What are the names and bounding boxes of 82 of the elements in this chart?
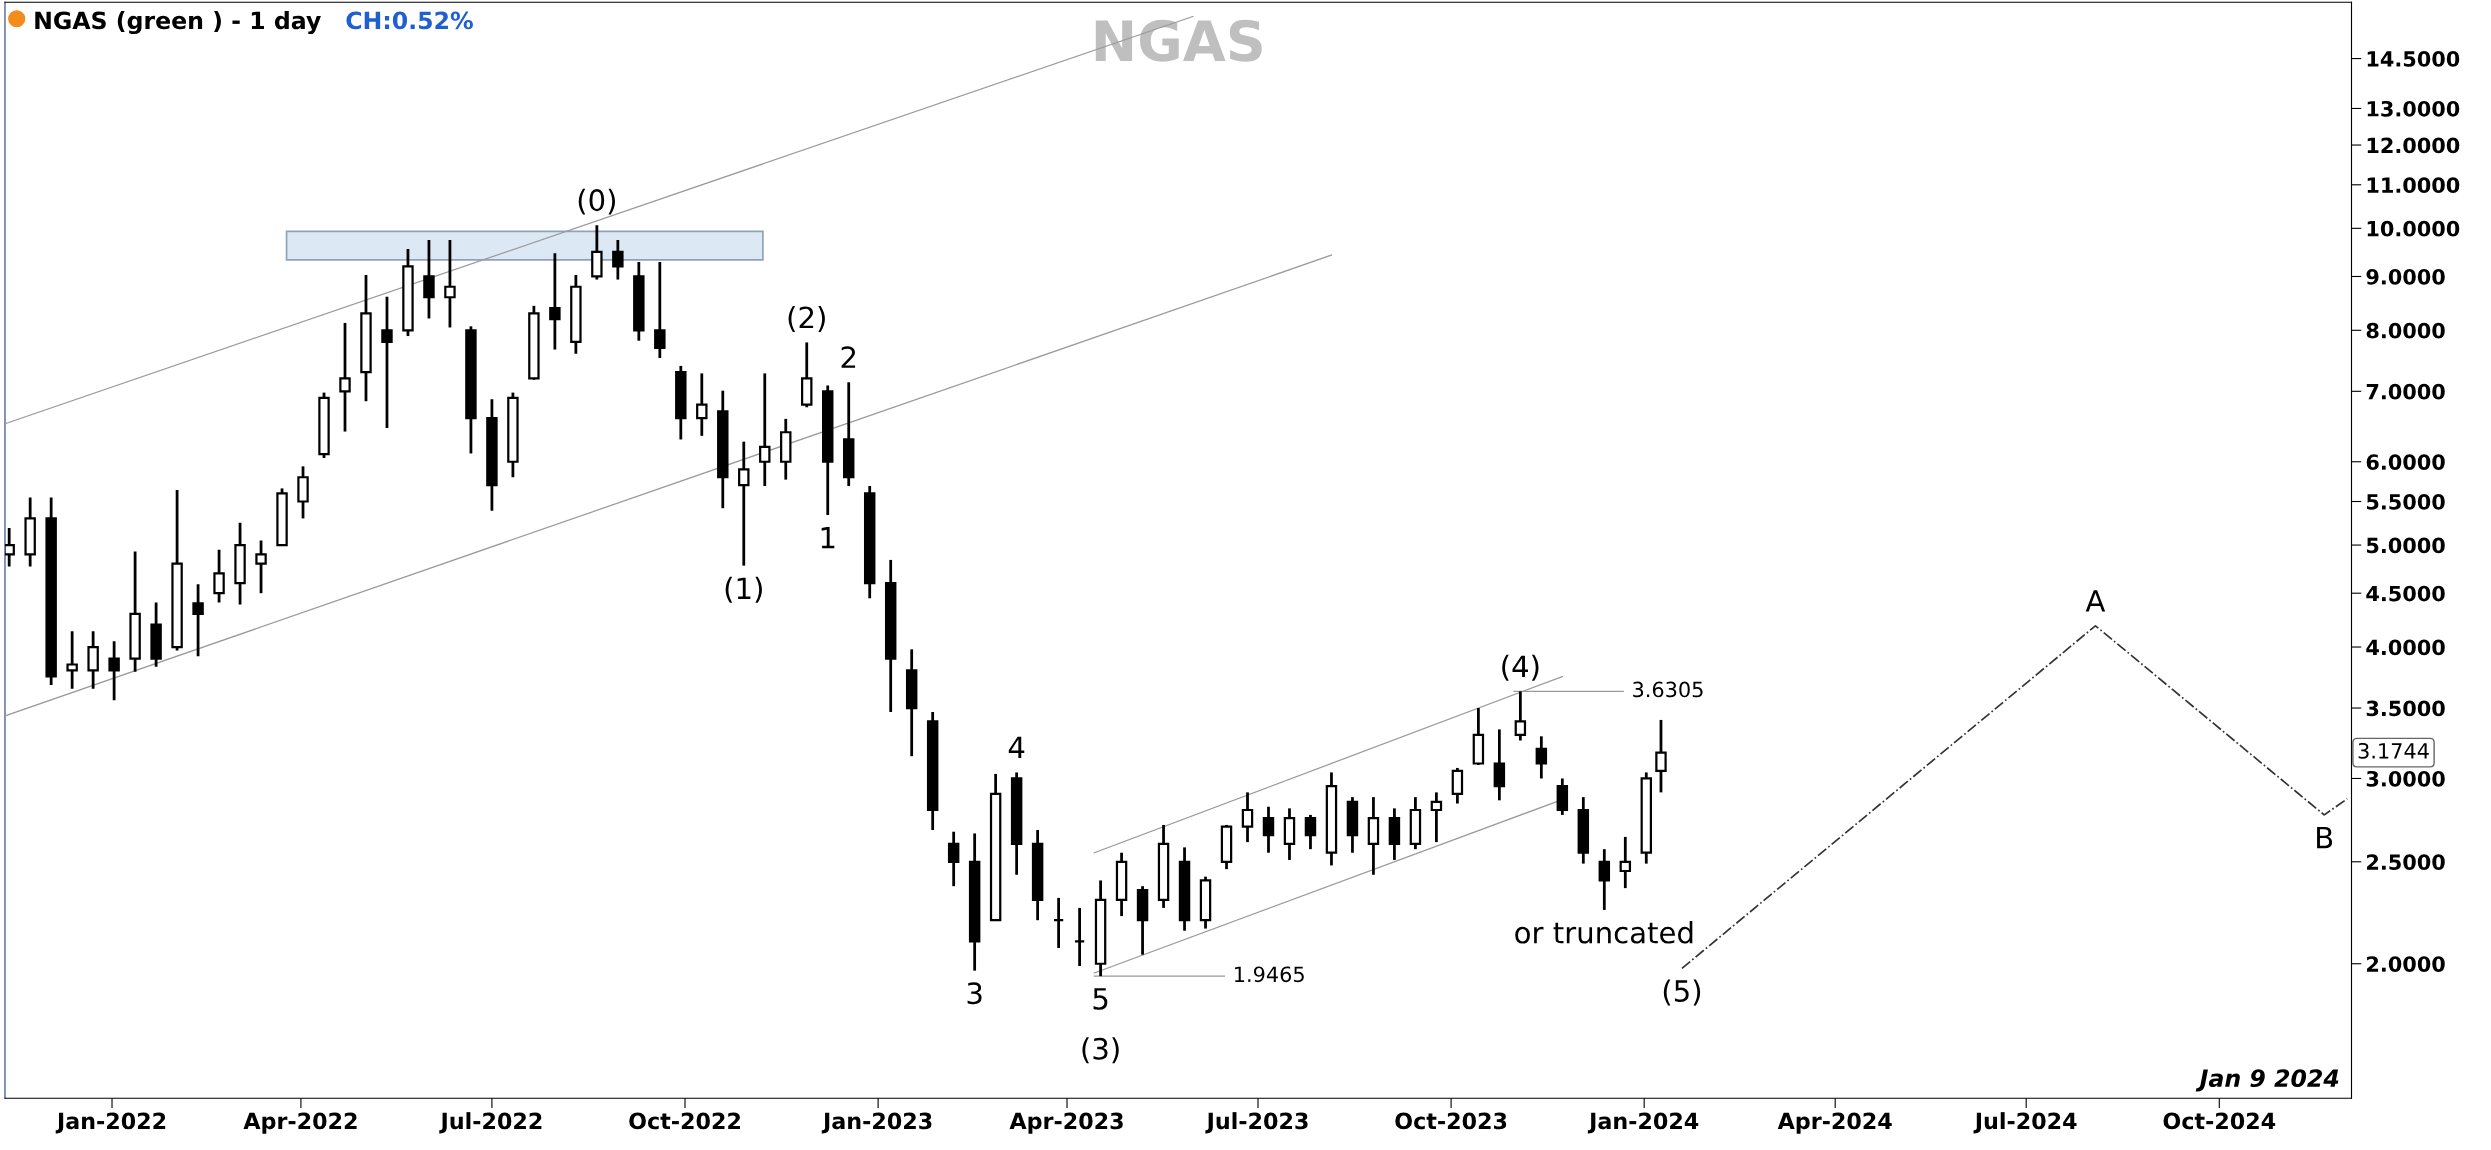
y-tick-label: 10.0000: [2367, 220, 2460, 237]
annotation: (0): [578, 188, 616, 215]
x-tick-label: Jul-2022: [439, 1112, 542, 1134]
annotation: 1.9465: [1235, 966, 1304, 983]
y-tick-label: 7.0000: [2366, 383, 2445, 400]
chart-title: NGAS: [1095, 19, 1262, 62]
annotation: 3.6305: [1633, 681, 1703, 698]
y-tick-label: 2.0000: [2367, 956, 2445, 972]
x-tick-label: Jan-2024: [1587, 1112, 1699, 1134]
candlestick: [1241, 791, 1254, 844]
annotation: (2): [788, 305, 825, 332]
candlestick: [4, 526, 15, 568]
y-tick-label: 5.5000: [2367, 493, 2445, 510]
x-tick-label: Oct-2023: [1395, 1112, 1507, 1130]
y-tick-label: 3.0000: [2366, 770, 2445, 787]
x-tick-label: Apr-2024: [1777, 1112, 1892, 1134]
y-tick-label: 5.0000: [2367, 537, 2445, 554]
candlestick: [1619, 835, 1632, 890]
candlestick: [192, 582, 204, 658]
annotation: (1): [725, 576, 762, 603]
y-tick-label: 13.0000: [2367, 100, 2460, 117]
x-tick-label: Jan-2022: [55, 1112, 166, 1134]
annotation: 1: [821, 527, 835, 549]
candlestick: [213, 548, 225, 604]
candlestick: [738, 440, 750, 568]
candlestick: [108, 639, 120, 702]
y-tick-label: 2.5000: [2367, 854, 2445, 870]
y-tick-label: 3.5000: [2366, 700, 2445, 717]
y-tick-label: 6.0000: [2366, 454, 2445, 470]
annotation: (3): [1082, 1037, 1119, 1064]
y-tick-label: 11.0000: [2367, 177, 2460, 193]
x-tick-label: Oct-2024: [2163, 1112, 2276, 1130]
annotation: A: [2085, 590, 2106, 612]
annotation: Jan 9 2024: [2195, 1069, 2339, 1092]
candlestick: [1451, 766, 1464, 805]
y-tick-label: 4.5000: [2366, 585, 2445, 602]
x-tick-label: Oct-2022: [629, 1112, 740, 1130]
candlestick: [759, 372, 771, 488]
annotation: or truncated: [1515, 921, 1693, 944]
x-tick-label: Apr-2022: [243, 1112, 357, 1134]
x-tick-label: Jul-2024: [1973, 1112, 2077, 1134]
candlestick: [1514, 689, 1527, 742]
candlestick: [255, 539, 267, 595]
candlestick: [381, 295, 393, 430]
candlestick: [1556, 777, 1569, 817]
y-tick-label: 14.5000: [2367, 51, 2460, 67]
candlestick: [1598, 847, 1611, 912]
annotation: 2: [841, 346, 856, 368]
candlestick: [612, 238, 624, 281]
candlestick: [1304, 813, 1317, 851]
x-tick-label: Apr-2023: [1009, 1112, 1123, 1134]
annotation: CH:0.52%: [346, 11, 473, 30]
x-tick-label: Jan-2023: [821, 1112, 932, 1134]
candlestick: [549, 251, 561, 351]
candlestick: [1073, 906, 1086, 968]
annotation: 4: [1008, 736, 1025, 759]
annotation: 3: [967, 982, 982, 1005]
y-tick-label: 4.0000: [2366, 639, 2445, 656]
candlestick: [1262, 805, 1275, 855]
candlestick: [947, 830, 960, 888]
annotation: (5): [1663, 979, 1701, 1006]
candlestick: [1052, 896, 1065, 950]
candlestick: [1493, 728, 1506, 802]
candlestick: [1430, 791, 1443, 844]
candlestick: [87, 629, 99, 691]
candlestick: [423, 238, 435, 320]
y-tick-label: 8.0000: [2366, 322, 2445, 339]
candlestick: [339, 321, 351, 433]
annotation: B: [2317, 826, 2333, 849]
y-tick-label: 9.0000: [2366, 268, 2445, 285]
candlestick: [654, 260, 666, 360]
candlestick: [444, 238, 456, 329]
candlestick: [1535, 734, 1548, 780]
candlestick: [1655, 718, 1667, 794]
candlestick: [696, 372, 708, 438]
chart-subtitle: NGAS (green ) - 1 day: [35, 11, 321, 35]
candlestick: [66, 629, 78, 691]
text: 3.1744: [2358, 742, 2429, 759]
x-tick-label: Jul-2023: [1205, 1112, 1308, 1134]
y-tick-label: 12.0000: [2367, 137, 2460, 154]
annotation: 5: [1093, 988, 1108, 1010]
annotation: (4): [1502, 654, 1539, 681]
